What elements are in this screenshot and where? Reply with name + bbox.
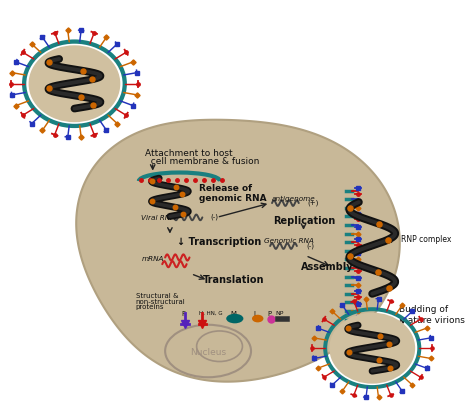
Text: H, HN, G: H, HN, G	[200, 311, 223, 316]
Text: ↓ Transcription: ↓ Transcription	[177, 238, 261, 247]
Text: F: F	[181, 311, 185, 317]
Text: Structural &: Structural &	[136, 293, 178, 299]
Text: proteins: proteins	[136, 304, 164, 310]
Text: Translation: Translation	[203, 275, 265, 285]
Text: P: P	[267, 311, 271, 317]
Text: Release of
genomic RNA: Release of genomic RNA	[199, 184, 266, 203]
Text: cell membrane & fusion: cell membrane & fusion	[145, 157, 259, 166]
Ellipse shape	[28, 45, 120, 122]
Text: (-): (-)	[306, 242, 314, 249]
Text: (+): (+)	[307, 199, 319, 206]
Text: Viral RNA: Viral RNA	[141, 216, 175, 222]
Text: Replication: Replication	[273, 216, 335, 227]
Text: NP: NP	[275, 311, 284, 316]
Text: mRNA: mRNA	[141, 256, 164, 262]
Text: non-structural: non-structural	[136, 299, 185, 305]
Ellipse shape	[226, 314, 243, 324]
Text: RNP complex: RNP complex	[401, 235, 451, 244]
Polygon shape	[76, 120, 400, 382]
Ellipse shape	[252, 315, 264, 322]
Text: Budding of
mature virions: Budding of mature virions	[399, 305, 465, 325]
Text: L: L	[254, 311, 258, 317]
Text: Assembly: Assembly	[301, 262, 353, 272]
Ellipse shape	[329, 312, 415, 384]
Text: Genomic RNA: Genomic RNA	[264, 238, 314, 245]
Text: Nucleus: Nucleus	[190, 348, 226, 357]
Text: (-): (-)	[210, 213, 218, 220]
Text: Attachment to host: Attachment to host	[145, 148, 233, 157]
Text: antigenome: antigenome	[272, 196, 316, 202]
Text: M: M	[230, 311, 236, 317]
